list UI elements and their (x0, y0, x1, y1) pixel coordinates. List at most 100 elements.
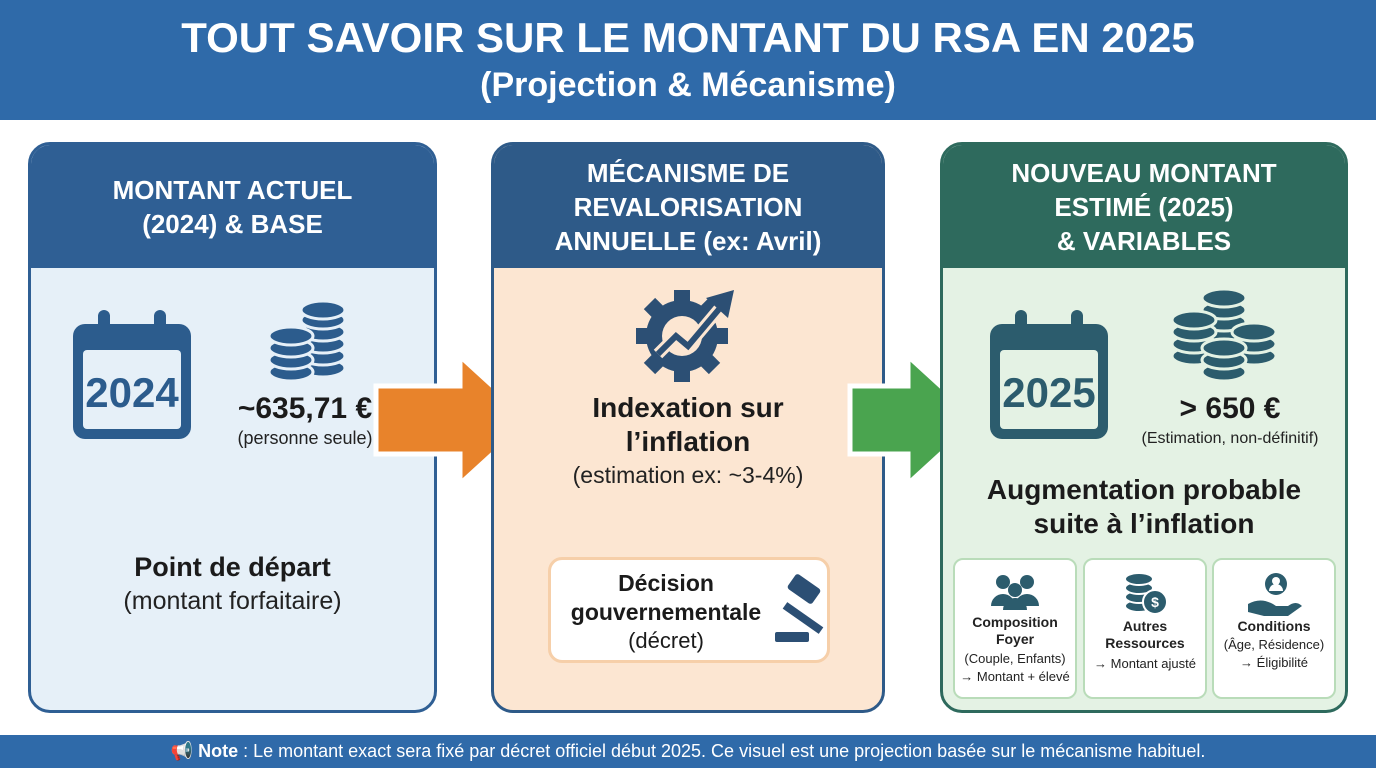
decoration (787, 574, 821, 604)
text-line: Conditions (1237, 618, 1311, 634)
amount-block: ~635,71 € (personne seule) (215, 392, 395, 449)
footer-text: : Le montant exact sera fixé par décret … (243, 741, 1206, 761)
text-line: ANNUELLE (ex: Avril) (554, 225, 822, 256)
gear-icon (628, 284, 740, 384)
variable-card: Conditions (Âge, Résidence) → Éligibilité (1212, 558, 1336, 699)
panel-title: NOUVEAU MONTANT ESTIMÉ (2025) & VARIABLES (943, 145, 1345, 268)
text-line: (Couple, Enfants) (964, 651, 1066, 666)
decoration (674, 366, 690, 382)
start-block: Point de départ (montant forfaitaire) (31, 552, 434, 616)
gavel-icon (775, 574, 824, 642)
calendar-year: 2025 (1002, 369, 1095, 416)
decoration (636, 290, 728, 382)
decoration (1000, 350, 1098, 429)
text-line: MONTANT ACTUEL (112, 174, 353, 205)
text-line: Décision (618, 570, 714, 596)
headline: suite à l’inflation (1033, 508, 1255, 539)
headline: l’inflation (625, 426, 751, 457)
decoration (1015, 310, 1027, 338)
text-line: Autres (1122, 618, 1168, 634)
resources-icon: $ (1124, 572, 1168, 615)
conditions-icon (1248, 573, 1302, 616)
text-line: NOUVEAU MONTANT (1011, 157, 1277, 188)
indexation-block: Indexation sur l’inflation (estimation e… (494, 392, 882, 489)
decoration (655, 306, 723, 357)
decoration (267, 325, 315, 347)
coins-icon (1170, 287, 1278, 383)
megaphone-icon: 📢 (170, 741, 194, 761)
text-line: → Montant ajusté (1094, 656, 1196, 671)
amount: ~635,71 € (237, 392, 373, 425)
decoration (775, 632, 809, 642)
text-line: → Éligibilité (1240, 655, 1308, 670)
panel-title: MÉCANISME DE REVALORISATION ANNUELLE (ex: … (494, 145, 882, 268)
amount-note: (personne seule) (237, 428, 373, 448)
amount-block: > 650 € (Estimation, non-définitif) (1110, 392, 1350, 448)
decoration (996, 575, 1010, 589)
decoration (1248, 600, 1302, 616)
decoration (712, 328, 728, 344)
decision-box: Décision gouvernementale (décret) (548, 557, 830, 663)
decoration (1200, 287, 1248, 309)
text-line: gouvernementale (570, 599, 762, 625)
amount: > 650 € (1179, 392, 1281, 425)
decoration (1170, 309, 1218, 331)
calendar-icon: 2024 (73, 310, 191, 439)
decoration (1124, 572, 1154, 586)
text-line: (2024) & BASE (142, 208, 323, 239)
variable-card: $ Autres Ressources → Montant ajusté (1083, 558, 1207, 699)
variable-card: Composition Foyer (Couple, Enfants) → Mont… (953, 558, 1077, 699)
decoration (636, 328, 652, 344)
decoration (1269, 584, 1283, 591)
decoration (674, 290, 690, 306)
decoration (299, 299, 347, 321)
footer: 📢 Note : Le montant exact sera fixé par … (0, 735, 1376, 768)
decoration (775, 574, 824, 642)
decision-text: Décision gouvernementale (décret) (551, 570, 781, 654)
calendar-icon: 2025 (990, 310, 1108, 439)
calendar-year: 2024 (85, 369, 179, 416)
decoration (154, 310, 166, 338)
decoration (267, 299, 347, 383)
decoration (1200, 337, 1248, 359)
decoration: $ (1151, 594, 1159, 610)
decoration (1124, 572, 1168, 615)
decoration (706, 290, 734, 318)
headline: Augmentation probable (986, 474, 1302, 505)
family-icon (991, 575, 1039, 610)
text-line: Ressources (1105, 635, 1185, 651)
text-line: Composition (972, 614, 1058, 630)
text-line: REVALORISATION (573, 191, 803, 222)
decoration (1020, 575, 1034, 589)
headline: Indexation sur (592, 392, 784, 423)
decoration (1142, 589, 1168, 615)
amount-note: (Estimation, non-définitif) (1141, 430, 1319, 447)
text-line: → Montant + élevé (960, 669, 1070, 684)
title: TOUT SAVOIR SUR LE MONTANT DU RSA EN 202… (181, 14, 1195, 61)
subtitle: (Projection & Mécanisme) (480, 66, 896, 104)
panel-title: MONTANT ACTUEL (2024) & BASE (31, 145, 434, 268)
decoration (1170, 287, 1278, 383)
header: TOUT SAVOIR SUR LE MONTANT DU RSA EN 202… (0, 0, 1376, 120)
decoration (98, 310, 110, 338)
decoration (1071, 310, 1083, 338)
decoration (1272, 577, 1280, 585)
decoration (1008, 583, 1022, 597)
note: (estimation ex: ~3-4%) (572, 462, 804, 488)
text-line: & VARIABLES (1056, 225, 1232, 256)
text-line: (Âge, Résidence) (1223, 637, 1325, 652)
text-line: MÉCANISME DE (586, 157, 790, 188)
decoration (83, 350, 181, 429)
coins-icon (267, 299, 347, 383)
text-line: (décret) (628, 628, 704, 653)
decoration (1230, 321, 1278, 343)
text-line: ESTIMÉ (2025) (1054, 191, 1234, 222)
footer-label: Note (198, 741, 239, 761)
label-note: (montant forfaitaire) (123, 587, 342, 615)
decoration (782, 602, 824, 634)
label: Point de départ (134, 552, 331, 582)
decoration (991, 594, 1039, 610)
text-line: Foyer (995, 631, 1035, 647)
panel-current: MONTANT ACTUEL (2024) & BASE (28, 142, 437, 713)
